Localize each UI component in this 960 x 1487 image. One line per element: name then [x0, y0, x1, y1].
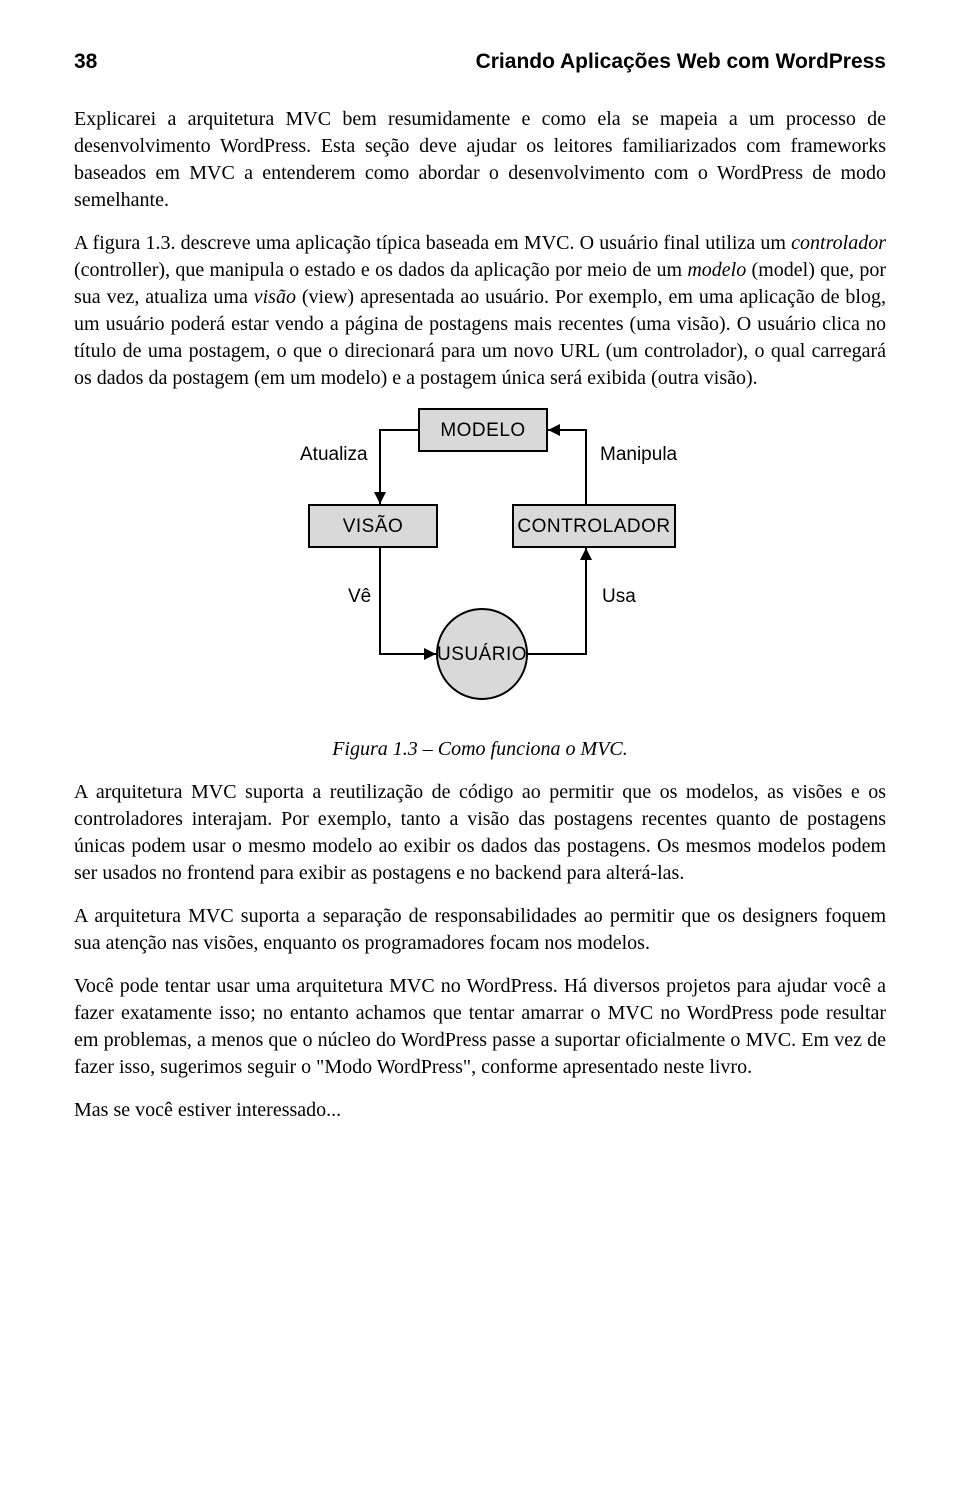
node-usuario: USUÁRIO: [436, 608, 528, 700]
running-header: 38 Criando Aplicações Web com WordPress: [74, 48, 886, 76]
paragraph-5: Você pode tentar usar uma arquitetura MV…: [74, 973, 886, 1081]
node-modelo: MODELO: [418, 408, 548, 452]
paragraph-3: A arquitetura MVC suporta a reutilização…: [74, 779, 886, 887]
page-number: 38: [74, 48, 97, 76]
edge-label-ve: Vê: [348, 584, 371, 610]
edge-label-manipula: Manipula: [600, 442, 677, 468]
paragraph-1: Explicarei a arquitetura MVC bem resumid…: [74, 106, 886, 214]
edge-label-atualiza: Atualiza: [300, 442, 368, 468]
node-controlador: CONTROLADOR: [512, 504, 676, 548]
paragraph-2: A figura 1.3. descreve uma aplicação típ…: [74, 230, 886, 392]
mvc-diagram: MODELO VISÃO CONTROLADOR USUÁRIO Atualiz…: [250, 408, 710, 728]
paragraph-4: A arquitetura MVC suporta a separação de…: [74, 903, 886, 957]
paragraph-6: Mas se você estiver interessado...: [74, 1097, 886, 1124]
running-title: Criando Aplicações Web com WordPress: [476, 48, 886, 76]
edge-label-usa: Usa: [602, 584, 636, 610]
node-visao: VISÃO: [308, 504, 438, 548]
figure-caption: Figura 1.3 – Como funciona o MVC.: [74, 736, 886, 763]
